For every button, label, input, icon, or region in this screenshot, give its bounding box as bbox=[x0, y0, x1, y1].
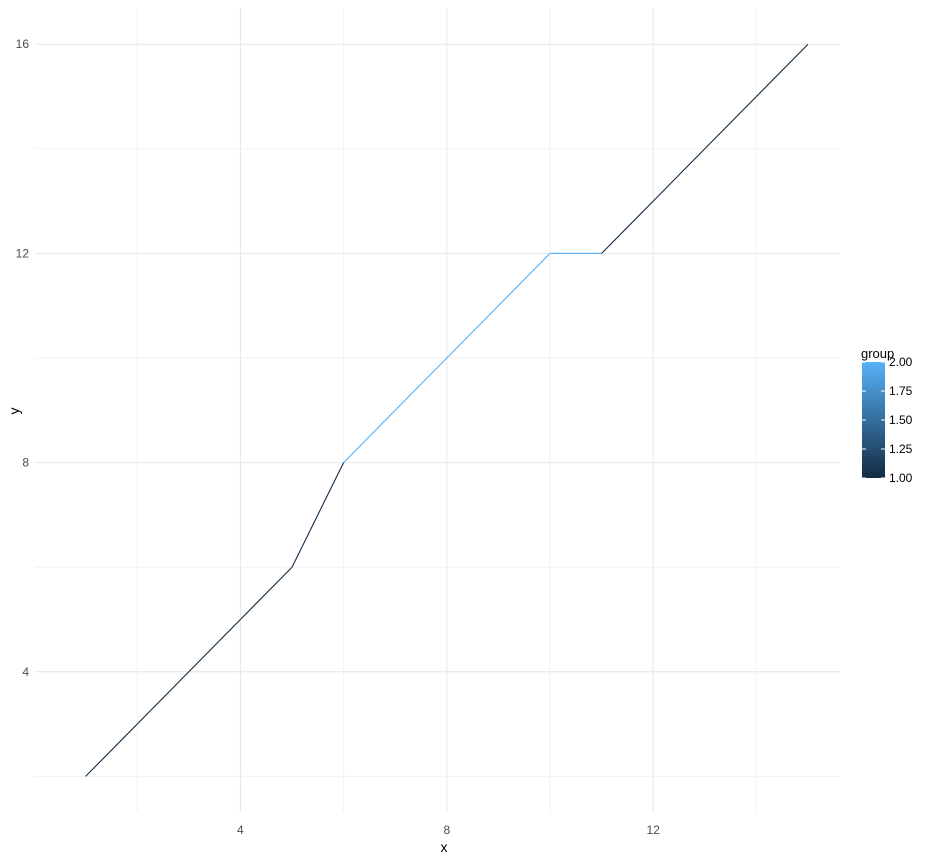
legend-label: 1.25 bbox=[889, 442, 913, 456]
legend-label: 1.50 bbox=[889, 413, 913, 427]
colorbar bbox=[862, 362, 885, 478]
line-segment bbox=[291, 462, 345, 568]
legend-label: 2.00 bbox=[889, 355, 913, 369]
tick-labels: 4 8 12 4 8 12 16 bbox=[16, 37, 661, 837]
y-tick-label: 8 bbox=[22, 456, 29, 470]
legend-label: 1.75 bbox=[889, 384, 913, 398]
line-segment bbox=[188, 619, 241, 673]
line-segment bbox=[240, 566, 293, 620]
legend-label: 1.00 bbox=[889, 471, 913, 485]
legend-title: group bbox=[861, 346, 894, 361]
x-tick-label: 4 bbox=[237, 823, 244, 837]
x-axis-label: x bbox=[441, 839, 448, 855]
line-segment bbox=[498, 253, 551, 307]
y-tick-label: 4 bbox=[22, 665, 29, 679]
series-line bbox=[85, 43, 809, 777]
line-segment bbox=[652, 148, 706, 202]
x-tick-label: 12 bbox=[647, 823, 661, 837]
legend: group 1.00 1.25 1.50 1.75 2.00 bbox=[861, 346, 913, 485]
y-tick-label: 16 bbox=[16, 37, 30, 51]
grid bbox=[35, 8, 840, 812]
line-segment bbox=[136, 671, 190, 725]
x-tick-label: 8 bbox=[443, 823, 450, 837]
y-axis-label: y bbox=[6, 408, 22, 415]
line-segment bbox=[704, 96, 757, 150]
y-tick-label: 12 bbox=[16, 246, 30, 260]
line-segment bbox=[85, 723, 138, 777]
line-segment bbox=[394, 357, 448, 411]
line-segment bbox=[601, 200, 654, 254]
line-segment bbox=[756, 43, 809, 97]
line-segment bbox=[343, 409, 396, 463]
line-segment bbox=[446, 305, 499, 359]
